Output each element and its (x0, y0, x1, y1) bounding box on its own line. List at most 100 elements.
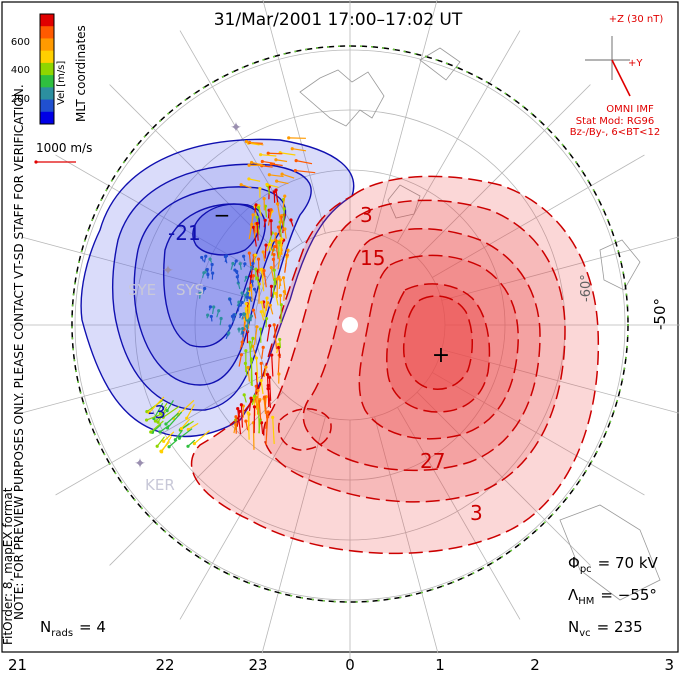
velocity-vector-origin (242, 254, 246, 258)
velocity-vector (156, 436, 165, 447)
velocity-vector (240, 404, 244, 428)
velocity-vector-origin (249, 160, 254, 165)
velocity-vector-origin (200, 255, 204, 260)
lat-label-50: -50° (651, 298, 669, 330)
velocity-vector (269, 240, 273, 252)
velocity-vector (193, 430, 210, 445)
velocity-vector (157, 406, 168, 423)
velocity-vector (253, 326, 258, 346)
mlt-tick-2: 2 (530, 656, 540, 674)
velocity-vector (276, 180, 289, 185)
velocity-vector (271, 163, 283, 167)
velocity-vector-origin (203, 286, 207, 291)
velocity-vector (285, 250, 289, 263)
mlt-spoke (262, 0, 326, 234)
velocity-vector-origin (158, 411, 163, 415)
potential-max-marker: + (432, 343, 450, 368)
velocity-vector (260, 363, 263, 381)
contour-pos-9 (263, 199, 566, 503)
velocity-vector-origin (241, 326, 245, 331)
velocity-vector-origin (239, 353, 243, 357)
velocity-vector-origin (208, 305, 213, 309)
velocity-vector-origin (293, 168, 297, 173)
velocity-vector (272, 279, 276, 298)
velocity-vector-origin (260, 300, 264, 304)
velocity-vector (266, 183, 279, 188)
velocity-vector-origin (251, 213, 255, 217)
imf-source: OMNI IMF (606, 104, 654, 115)
velocity-vector-origin (280, 172, 284, 176)
contour-pos-27 (386, 283, 491, 413)
colorbar-tick-400: 400 (11, 65, 30, 76)
velocity-vector (162, 405, 180, 418)
velocity-vector (271, 355, 274, 377)
mlt-tick-21: 21 (8, 656, 27, 674)
velocity-vector-origin (247, 251, 251, 255)
velocity-vector-origin (268, 303, 272, 307)
velocity-vector (263, 298, 268, 317)
velocity-vector (260, 380, 264, 395)
magnetic-pole-marker (342, 317, 358, 333)
velocity-vector-origin (179, 426, 183, 431)
mlt-spoke (432, 372, 645, 496)
velocity-vector (292, 148, 307, 152)
colorbar-tick-200: 200 (11, 94, 30, 105)
velocity-vector-origin (269, 219, 273, 223)
velocity-vector-origin (253, 394, 257, 398)
station-label-ker: KER (145, 476, 175, 494)
velocity-vector-origin (244, 275, 249, 279)
velocity-vector-origin (244, 302, 248, 306)
velocity-vector-origin (231, 261, 235, 266)
velocity-vector (277, 253, 282, 270)
velocity-vector-origin (254, 267, 258, 271)
velocity-vector-origin (248, 340, 252, 344)
stat-lambda-hm: ΛHM = −55° (568, 586, 657, 607)
mlt-grid (10, 0, 680, 665)
imf-condition: Bz-/By-, 6<BT<12 (570, 127, 660, 138)
velocity-vector (256, 278, 261, 290)
coastlines (299, 47, 661, 601)
velocity-vector-origin (243, 262, 247, 266)
velocity-vector-origin (251, 336, 255, 341)
velocity-vector-origin (204, 254, 208, 258)
velocity-vector (263, 270, 267, 288)
velocity-vector-origin (250, 279, 254, 283)
velocity-vector-origin (268, 324, 272, 328)
velocity-vector-origin (162, 439, 166, 443)
velocity-vector (163, 431, 175, 442)
velocity-vector (296, 160, 313, 165)
velocity-vector-origin (277, 241, 281, 245)
velocity-vector-origin (258, 186, 262, 191)
mlt-spoke (179, 407, 303, 620)
velocity-vector-origin (256, 205, 261, 210)
colorbar-segment (40, 38, 54, 52)
velocity-vector-origin (234, 415, 238, 419)
imf-model: Stat Mod: RG96 (576, 116, 655, 127)
coastline (419, 47, 461, 81)
velocity-colorbar (39, 13, 55, 125)
velocity-vector-origin (255, 215, 259, 219)
coastline (387, 184, 421, 219)
velocity-vector-origin (198, 291, 202, 295)
mlt-spoke (179, 30, 303, 243)
velocity-vector-origin (242, 393, 246, 397)
velocity-vector (260, 422, 264, 435)
velocity-vector-origin (281, 276, 286, 280)
mlt-spoke (416, 84, 591, 259)
velocity-vector (282, 277, 287, 296)
velocity-vector-origin (246, 411, 250, 415)
velocity-vector (263, 367, 267, 378)
velocity-vector (264, 245, 267, 259)
stat-nvc: Nvc = 235 (568, 618, 643, 639)
velocity-vector-origin (249, 396, 253, 400)
velocity-vector-origin (264, 243, 268, 247)
velocity-vector-origin (272, 323, 276, 327)
mlt-tick-3: 3 (664, 656, 674, 674)
velocity-vector-origin (149, 430, 153, 434)
velocity-vector-origin (254, 356, 259, 360)
velocity-vector-origin (155, 444, 159, 448)
scale-vector-label: 1000 m/s (36, 141, 92, 155)
station-marker: ✦ (134, 456, 146, 472)
velocity-vector-origin (217, 309, 221, 313)
potential-min-marker: − (214, 203, 231, 227)
